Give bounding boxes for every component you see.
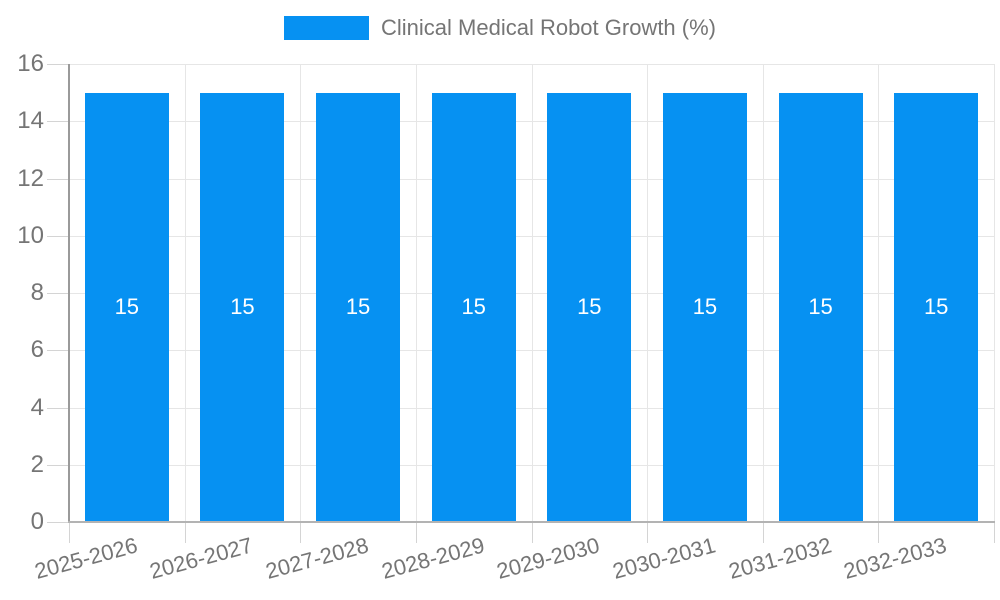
y-tick xyxy=(47,121,69,122)
x-tick xyxy=(185,522,186,543)
legend-item[interactable]: Clinical Medical Robot Growth (%) xyxy=(284,15,716,41)
x-axis-line xyxy=(68,521,995,523)
v-gridline xyxy=(416,64,417,522)
bar-value-label: 15 xyxy=(114,294,140,319)
y-tick-label: 10 xyxy=(17,222,44,249)
y-tick-label: 8 xyxy=(30,279,44,306)
x-tick xyxy=(416,522,417,543)
y-tick xyxy=(47,408,69,409)
chart-legend: Clinical Medical Robot Growth (%) xyxy=(0,15,1000,41)
y-tick xyxy=(47,522,69,523)
bar-value-label: 15 xyxy=(923,294,949,319)
x-tick xyxy=(994,522,995,543)
v-gridline xyxy=(994,64,995,522)
bar[interactable] xyxy=(894,92,979,522)
h-gridline xyxy=(69,293,994,294)
h-gridline xyxy=(69,465,994,466)
bar[interactable] xyxy=(662,92,747,522)
h-gridline xyxy=(69,408,994,409)
bar[interactable] xyxy=(547,92,632,522)
v-gridline xyxy=(532,64,533,522)
bar[interactable] xyxy=(84,92,169,522)
y-tick xyxy=(47,350,69,351)
bar-value-label: 15 xyxy=(808,294,833,319)
bar[interactable] xyxy=(778,92,863,522)
bar-value-label: 15 xyxy=(461,294,486,319)
x-tick xyxy=(300,522,301,543)
y-axis-line xyxy=(68,64,70,523)
x-tick xyxy=(763,522,764,543)
bar-value-label: 15 xyxy=(577,294,602,319)
y-tick-label: 12 xyxy=(17,165,44,192)
y-tick-label: 14 xyxy=(17,107,44,134)
x-tick xyxy=(532,522,533,543)
bar[interactable] xyxy=(200,92,285,522)
legend-swatch xyxy=(284,16,369,40)
x-tick xyxy=(878,522,879,543)
x-tick xyxy=(647,522,648,543)
v-gridline xyxy=(763,64,764,522)
x-tick xyxy=(69,522,70,543)
v-gridline xyxy=(300,64,301,522)
h-gridline xyxy=(69,236,994,237)
h-gridline xyxy=(69,121,994,122)
y-tick-label: 0 xyxy=(30,508,44,535)
v-gridline xyxy=(878,64,879,522)
h-gridline xyxy=(69,179,994,180)
bar[interactable] xyxy=(316,92,401,522)
y-tick-label: 6 xyxy=(30,336,44,363)
h-gridline xyxy=(69,64,994,65)
v-gridline xyxy=(647,64,648,522)
y-tick xyxy=(47,293,69,294)
y-tick xyxy=(47,465,69,466)
legend-label: Clinical Medical Robot Growth (%) xyxy=(381,15,716,40)
y-tick-label: 4 xyxy=(30,394,44,421)
h-gridline xyxy=(69,350,994,351)
bar-value-label: 15 xyxy=(345,294,371,319)
y-tick xyxy=(47,236,69,237)
bar-value-label: 15 xyxy=(692,294,718,319)
v-gridline xyxy=(185,64,186,522)
bar[interactable] xyxy=(431,92,516,522)
y-tick xyxy=(47,64,69,65)
y-tick-label: 2 xyxy=(30,451,44,478)
bar-value-label: 15 xyxy=(230,294,255,319)
y-tick-label: 16 xyxy=(17,50,44,77)
y-tick xyxy=(47,179,69,180)
